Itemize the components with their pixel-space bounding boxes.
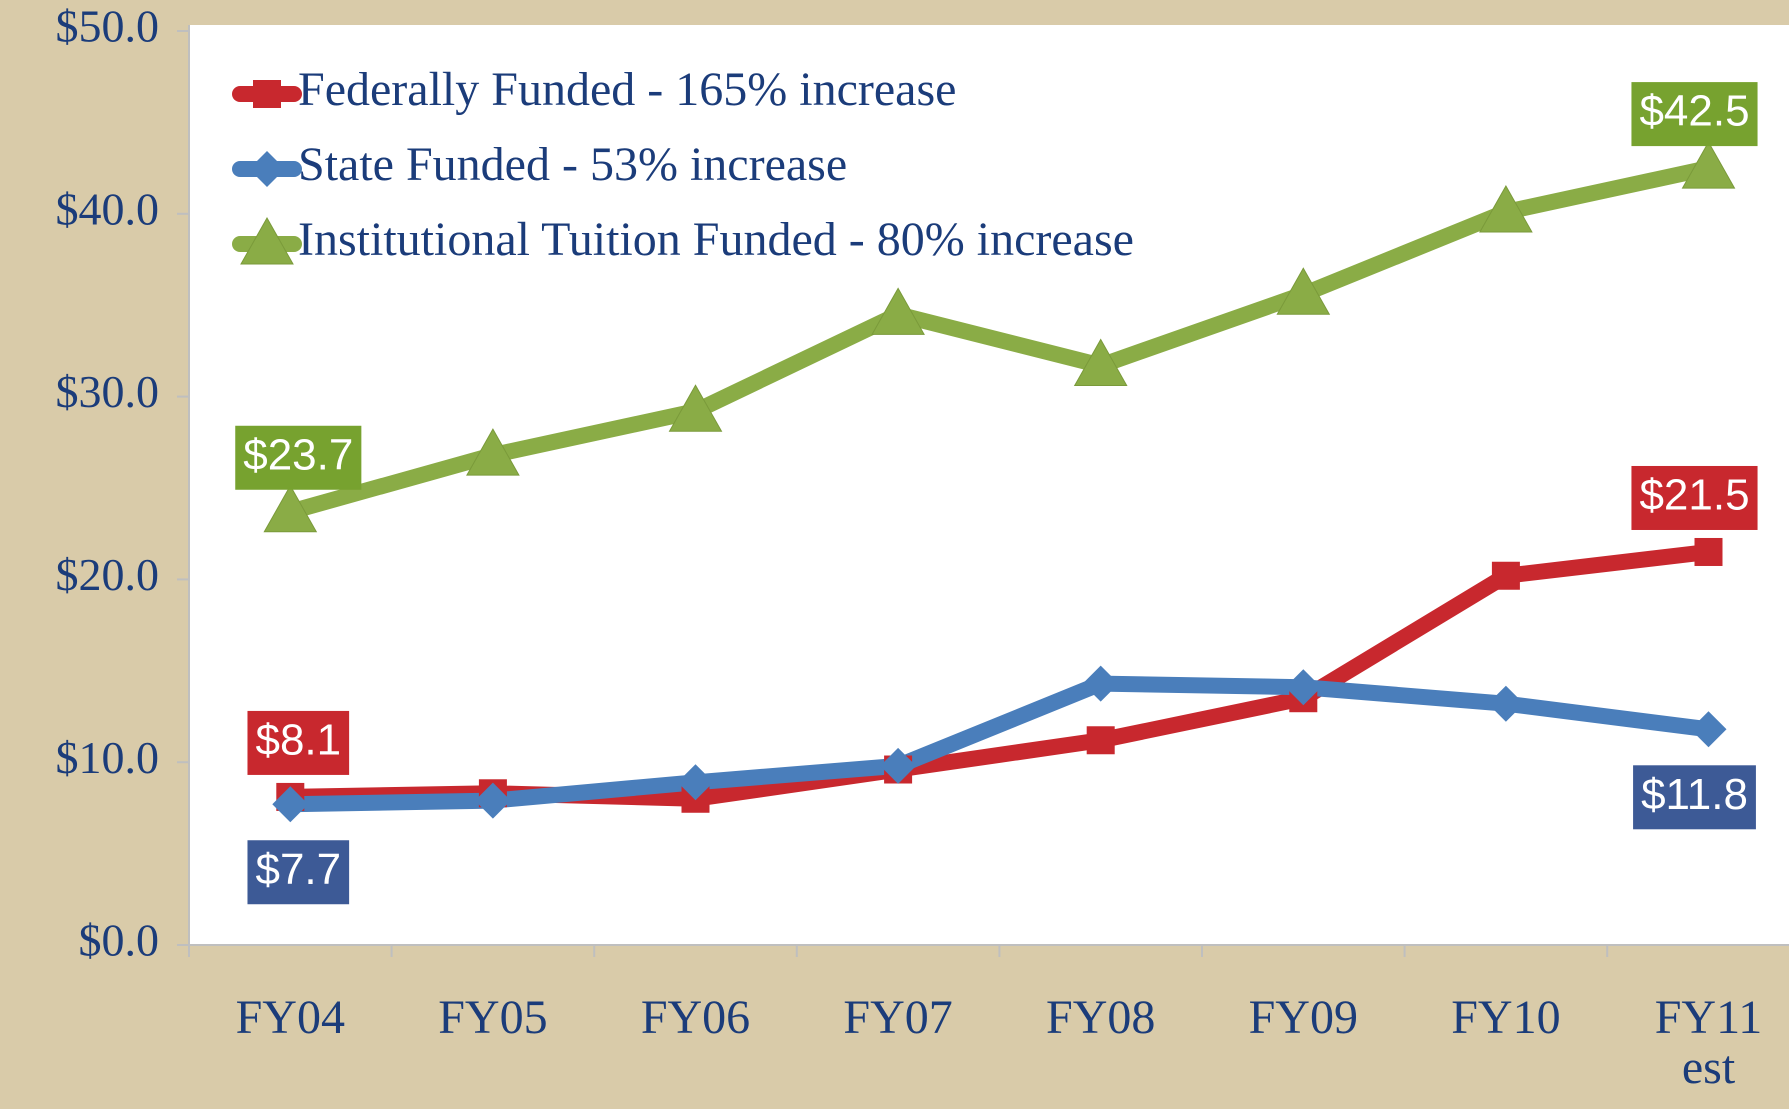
marker	[249, 151, 285, 187]
marker	[253, 80, 281, 108]
data-label-box	[235, 425, 362, 490]
y-tick-label: $0.0	[79, 915, 160, 966]
data-label-box	[1631, 465, 1758, 530]
marker	[1285, 669, 1322, 706]
marker	[1479, 184, 1533, 233]
y-tick-label: $40.0	[56, 183, 160, 234]
x-tick-label: FY11 est	[1654, 991, 1763, 1094]
marker	[1073, 338, 1128, 387]
marker	[466, 428, 520, 476]
marker	[272, 786, 309, 823]
legend-label: State Funded - 53% increase	[298, 138, 847, 191]
x-tick-label: FY10	[1451, 991, 1561, 1044]
x-tick-label: FY09	[1248, 991, 1358, 1044]
marker	[474, 782, 511, 819]
marker	[240, 216, 294, 265]
y-tick-label: $50.0	[56, 1, 160, 52]
data-label: $7.7	[247, 840, 350, 905]
marker	[263, 484, 318, 533]
data-label-text: $21.5	[1639, 471, 1749, 520]
data-label-text: $7.7	[255, 845, 341, 894]
marker	[1690, 711, 1727, 748]
series-line	[290, 675, 1710, 813]
marker	[1491, 561, 1520, 590]
marker	[880, 747, 917, 784]
marker	[1086, 726, 1115, 755]
marker	[1276, 267, 1331, 315]
marker	[871, 287, 925, 335]
data-label: $11.8	[1633, 765, 1756, 830]
x-tick-label: FY08	[1046, 991, 1156, 1044]
data-label: $8.1	[247, 710, 350, 775]
marker	[677, 764, 714, 801]
data-label-text: $23.7	[243, 430, 353, 479]
x-tick-label: FY07	[843, 991, 953, 1044]
y-tick-label: $20.0	[56, 549, 160, 600]
marker	[1694, 537, 1723, 566]
data-label-box	[247, 710, 350, 775]
series-line	[288, 160, 1711, 520]
data-label: $42.5	[1631, 82, 1758, 147]
data-label: $23.7	[235, 425, 362, 490]
data-label-text: $8.1	[255, 716, 341, 765]
x-tick-label: FY04	[235, 991, 345, 1044]
data-label-text: $11.8	[1641, 770, 1748, 819]
data-label-box	[247, 840, 350, 905]
y-tick-label: $10.0	[56, 732, 160, 783]
x-tick-label: FY05	[438, 991, 548, 1044]
data-label-box	[1633, 765, 1756, 830]
data-label-text: $42.5	[1639, 87, 1749, 136]
x-tick-label: FY06	[640, 991, 751, 1044]
marker	[1082, 665, 1119, 702]
data-label-box	[1631, 82, 1758, 147]
data-label: $21.5	[1631, 465, 1758, 530]
marker	[1487, 685, 1524, 722]
marker	[1681, 141, 1736, 189]
legend-label: Federally Funded - 165% increase	[298, 63, 956, 116]
legend-label: Institutional Tuition Funded - 80% incre…	[298, 213, 1134, 266]
marker	[668, 384, 723, 432]
y-tick-label: $30.0	[56, 366, 160, 417]
